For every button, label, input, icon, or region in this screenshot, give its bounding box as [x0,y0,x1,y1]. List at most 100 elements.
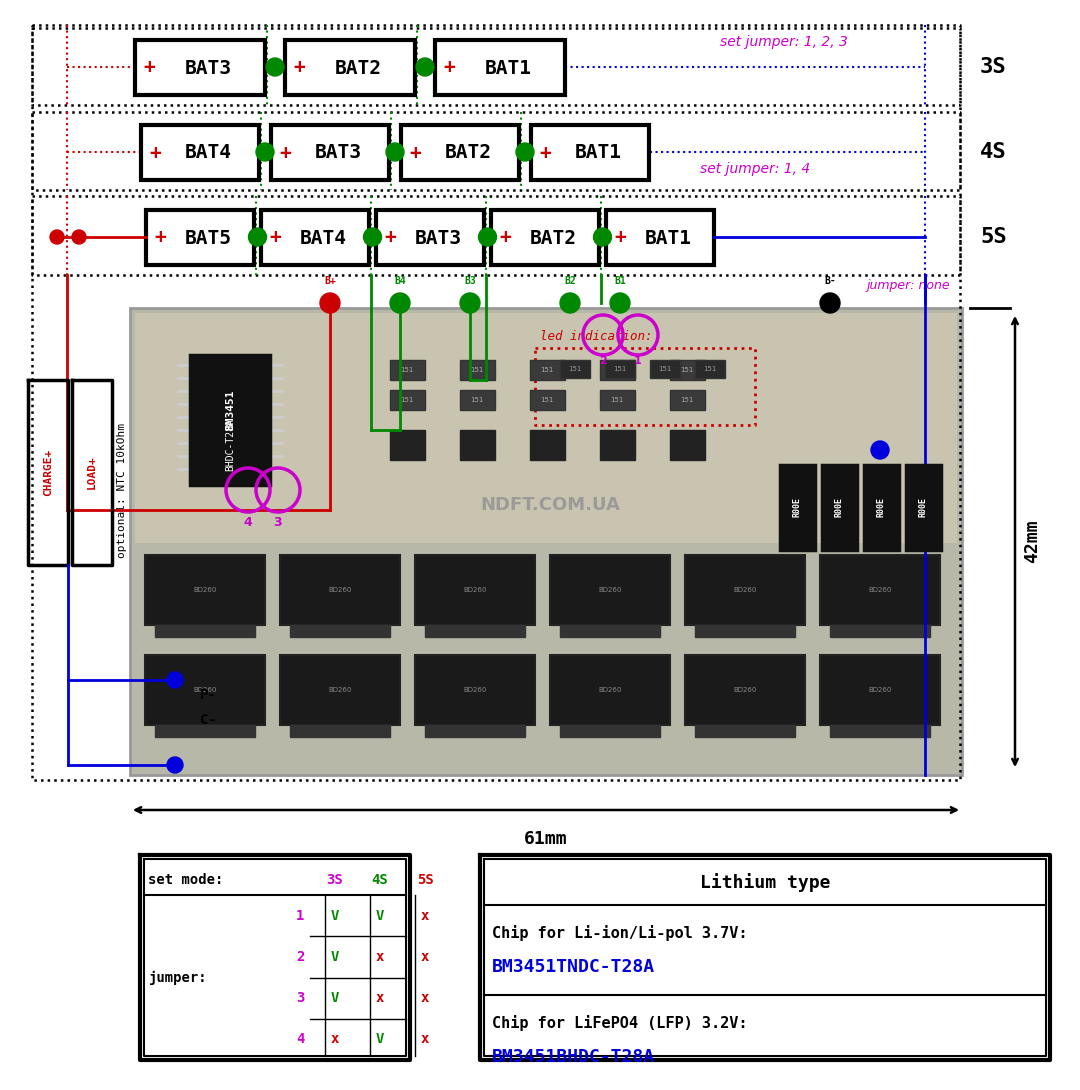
Text: optional: NTC 10kOhm: optional: NTC 10kOhm [117,423,127,557]
Text: R00E: R00E [793,497,801,517]
FancyBboxPatch shape [460,390,495,410]
FancyBboxPatch shape [550,655,670,725]
Text: BAT1: BAT1 [645,229,691,247]
Text: 42mm: 42mm [1023,520,1041,564]
FancyBboxPatch shape [606,209,714,265]
FancyBboxPatch shape [561,360,590,378]
FancyBboxPatch shape [280,655,400,725]
FancyBboxPatch shape [530,360,565,380]
Text: Chip for Li-ion/Li-pol 3.7V:: Chip for Li-ion/Li-pol 3.7V: [492,925,747,941]
Text: jumper: none: jumper: none [866,279,950,292]
Text: 151: 151 [401,397,414,403]
Text: +: + [615,229,626,247]
FancyBboxPatch shape [156,625,255,637]
FancyBboxPatch shape [135,39,265,95]
Text: C-: C- [200,713,217,727]
FancyBboxPatch shape [141,124,259,180]
FancyBboxPatch shape [280,555,400,625]
Text: 3S: 3S [980,57,1007,77]
FancyBboxPatch shape [820,655,940,725]
Text: x: x [376,991,384,1005]
Text: 3S: 3S [326,873,343,887]
Text: V: V [376,909,384,922]
FancyBboxPatch shape [670,360,705,380]
Text: R00E: R00E [835,497,843,517]
Text: BD260: BD260 [328,588,352,593]
Text: 151: 151 [470,397,484,403]
FancyBboxPatch shape [696,625,795,637]
Text: V: V [330,991,339,1005]
Text: 4: 4 [244,516,253,529]
Text: 151: 151 [659,366,672,372]
Text: 4: 4 [296,1032,305,1046]
Text: BAT4: BAT4 [185,144,231,162]
Text: BD260: BD260 [598,588,622,593]
Text: 151: 151 [703,366,717,372]
Text: +: + [499,229,511,247]
Text: x: x [421,991,429,1005]
Text: led indication:: led indication: [540,330,652,343]
FancyBboxPatch shape [696,725,795,737]
FancyBboxPatch shape [130,308,962,775]
Circle shape [266,58,284,76]
Text: +: + [293,59,305,77]
FancyBboxPatch shape [831,625,930,637]
Text: +: + [149,144,161,162]
FancyBboxPatch shape [291,625,390,637]
Text: x: x [421,909,429,922]
Circle shape [460,293,480,313]
Text: +: + [279,144,291,162]
FancyBboxPatch shape [685,555,805,625]
FancyBboxPatch shape [550,555,670,625]
Text: BAT2: BAT2 [529,229,577,247]
FancyBboxPatch shape [780,465,815,550]
Text: BAT3: BAT3 [314,144,362,162]
Text: B+: B+ [324,276,336,286]
Text: +: + [144,59,154,77]
Text: BAT1: BAT1 [575,144,621,162]
FancyBboxPatch shape [831,725,930,737]
Text: B2: B2 [564,276,576,286]
FancyBboxPatch shape [561,725,660,737]
FancyBboxPatch shape [285,39,415,95]
Text: +: + [409,144,421,162]
Text: V: V [376,1032,384,1046]
Text: 151: 151 [568,366,582,372]
Text: Lithium type: Lithium type [700,873,831,893]
Text: Chip for LiFePO4 (LFP) 3.2V:: Chip for LiFePO4 (LFP) 3.2V: [492,1015,747,1031]
FancyBboxPatch shape [415,555,535,625]
FancyBboxPatch shape [530,390,565,410]
Text: jumper:: jumper: [148,970,206,984]
FancyBboxPatch shape [605,360,635,378]
Text: x: x [421,949,429,964]
Text: 3: 3 [273,516,282,529]
Text: BD260: BD260 [193,588,217,593]
FancyBboxPatch shape [426,725,525,737]
Text: BD260: BD260 [733,588,757,593]
Text: R00E: R00E [877,497,886,517]
FancyBboxPatch shape [696,360,725,378]
Text: 1: 1 [296,909,305,922]
Text: BD260: BD260 [328,687,352,693]
FancyBboxPatch shape [415,655,535,725]
Circle shape [167,756,183,773]
FancyBboxPatch shape [135,313,957,543]
FancyBboxPatch shape [561,625,660,637]
Text: P-: P- [200,688,217,702]
Text: 151: 151 [401,367,414,373]
Circle shape [594,228,611,246]
Text: 151: 151 [610,397,623,403]
Text: 151: 151 [613,366,626,372]
Text: 2: 2 [296,949,305,964]
Text: set jumper: 1, 4: set jumper: 1, 4 [700,162,810,175]
FancyBboxPatch shape [650,360,680,378]
Text: NDFT.COM.UA: NDFT.COM.UA [481,496,620,514]
Text: 1: 1 [634,356,642,366]
Text: 4S: 4S [980,142,1007,162]
FancyBboxPatch shape [531,124,649,180]
Circle shape [390,293,410,313]
FancyBboxPatch shape [145,555,265,625]
Text: B3: B3 [464,276,476,286]
Circle shape [364,228,381,246]
Text: 4S: 4S [372,873,389,887]
